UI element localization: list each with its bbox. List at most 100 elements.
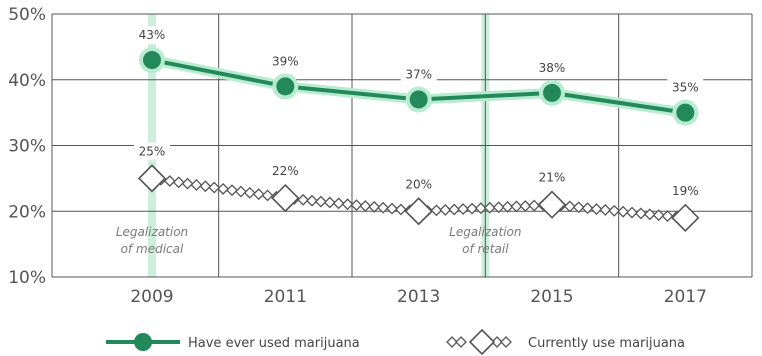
data-label-background: [134, 142, 170, 161]
x-tick-label: 2017: [664, 287, 707, 307]
series-current-chain: [652, 209, 665, 222]
series-current-chain: [501, 200, 514, 213]
series-current-chain: [243, 186, 256, 199]
series-current-chain: [448, 203, 461, 216]
series-current-chain: [252, 188, 265, 201]
series-current-chain: [199, 180, 212, 193]
series-current-chain: [590, 203, 603, 215]
x-tick-label: 2015: [530, 287, 573, 307]
data-label-current: 25%: [139, 144, 166, 158]
series-current-chain: [190, 179, 203, 191]
point-ever: [409, 90, 428, 109]
series-current-chain: [297, 193, 310, 206]
series-current-chain: [492, 201, 505, 214]
legend-label-current: Currently use marijuana: [528, 336, 685, 351]
series: [137, 47, 700, 232]
legend-current-chain: [446, 336, 458, 348]
series-current-chain: [226, 184, 238, 197]
series-current-chain: [332, 197, 345, 210]
series-current-chain: [261, 189, 274, 202]
series-current-chain: [217, 182, 230, 195]
series-current-chain: [661, 210, 674, 222]
annotations: Legalization of medical Legalization of …: [116, 225, 522, 256]
annotation-retail-line1: Legalization: [449, 225, 521, 239]
data-label-background: [267, 162, 304, 181]
series-current-chain: [306, 194, 318, 207]
y-axis-ticks: 50% 40% 30% 20% 10%: [8, 5, 46, 288]
y-tick-label: 10%: [8, 268, 46, 288]
point-ever: [143, 51, 161, 70]
x-tick-label: 2009: [130, 287, 173, 307]
series-current-chain: [377, 201, 390, 214]
x-axis-ticks: 2009 2011 2013 2015 2017: [130, 287, 707, 307]
data-label-background: [534, 168, 570, 187]
series-current-chain: [617, 205, 630, 218]
series-current-chain: [599, 204, 612, 216]
data-label-ever: 39%: [272, 54, 299, 68]
point-ever: [276, 77, 295, 96]
legend-current-chain: [500, 336, 512, 348]
series-current-chain: [457, 203, 470, 215]
series-current-chain: [208, 181, 221, 194]
series-current-chain: [439, 204, 452, 216]
legend-ever-marker: [134, 333, 152, 351]
series-current-chain: [572, 201, 585, 214]
series-current-chain: [608, 204, 621, 217]
point-current: [671, 203, 700, 232]
point-current: [137, 164, 167, 193]
legend-current-chain: [455, 336, 467, 348]
series-current-chain: [181, 177, 194, 190]
y-tick-label: 30%: [8, 137, 46, 157]
data-label-ever: 43%: [139, 28, 166, 42]
data-label-background: [400, 65, 437, 84]
point-current: [404, 197, 433, 226]
series-current-chain: [430, 204, 443, 217]
data-label-background: [267, 52, 304, 71]
data-label-ever: 37%: [405, 67, 432, 81]
data-label-current: 19%: [672, 184, 699, 198]
data-labels: 43% 39% 37% 38% 35% 25% 22% 20% 21% 19%: [134, 26, 704, 200]
series-current-chain: [626, 206, 638, 219]
series-current-chain: [341, 198, 354, 211]
series-current-chain: [483, 201, 496, 214]
legend-symbol-current: [446, 328, 512, 356]
y-tick-label: 50%: [8, 5, 46, 25]
series-current-chain: [528, 199, 541, 212]
data-label-ever: 38%: [539, 61, 566, 75]
x-tick-label: 2013: [397, 287, 440, 307]
series-current-chain: [510, 200, 523, 213]
data-label-current: 20%: [405, 177, 432, 191]
point-current: [271, 183, 300, 213]
data-label-current: 21%: [539, 171, 566, 185]
series-current-chain: [634, 207, 647, 220]
series-current-chain: [474, 202, 487, 215]
legend-current-marker: [468, 328, 496, 356]
annotation-medical-line2: of medical: [121, 242, 184, 256]
series-current-chain: [394, 203, 407, 216]
y-tick-label: 40%: [8, 71, 46, 91]
legend-current-chain: [491, 336, 503, 348]
series-current-chain: [350, 199, 363, 212]
series-current-chain: [581, 202, 594, 215]
y-tick-label: 20%: [8, 202, 46, 222]
annotation-retail-line2: of retail: [462, 242, 509, 256]
data-label-current: 22%: [272, 164, 299, 178]
series-current-chain: [323, 196, 336, 209]
data-label-background: [400, 175, 437, 194]
series-current-chain: [368, 200, 381, 213]
series-current-chain: [643, 208, 656, 221]
series-current-chain: [466, 202, 478, 215]
legend-label-ever: Have ever used marijuana: [188, 336, 360, 351]
series-current-chain: [172, 176, 185, 189]
series-current-chain: [359, 200, 372, 212]
data-label-ever: 35%: [672, 81, 699, 95]
data-label-background: [667, 181, 704, 200]
point-current: [537, 190, 567, 219]
data-label-background: [134, 26, 170, 45]
series-current-chain: [386, 202, 398, 215]
series-current-chain: [314, 195, 327, 208]
x-tick-label: 2011: [264, 287, 307, 307]
annotation-medical-line1: Legalization: [116, 225, 188, 239]
series-current-chain: [163, 175, 176, 187]
